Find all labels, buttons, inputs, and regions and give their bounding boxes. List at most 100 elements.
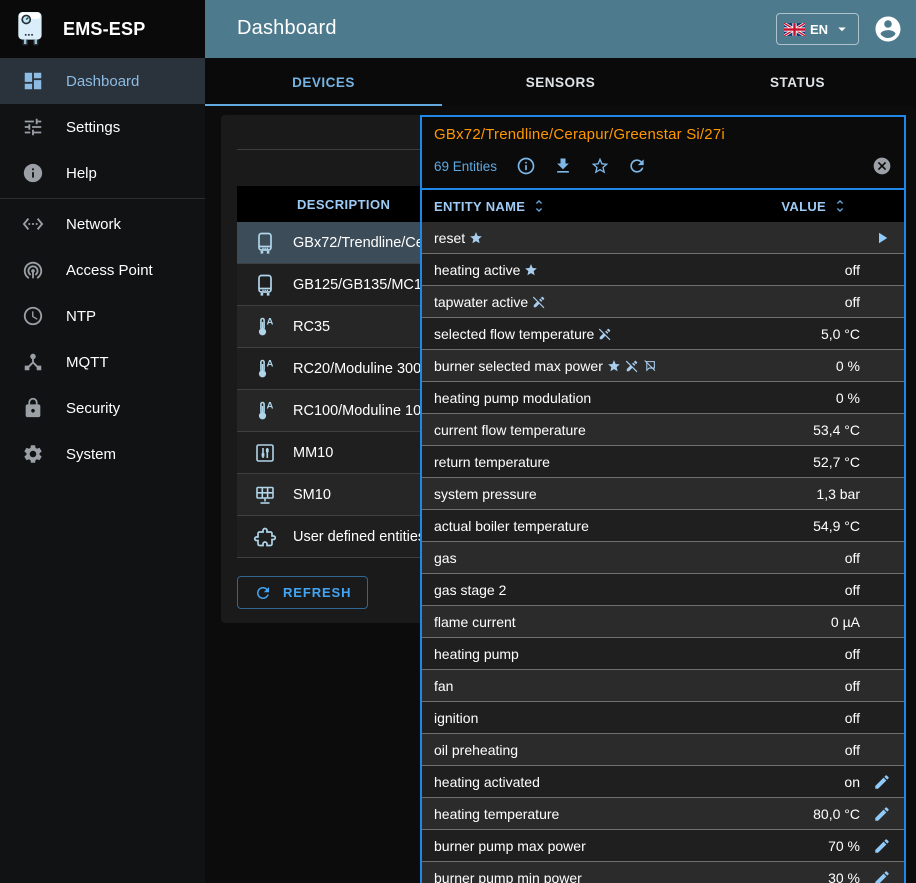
entity-name: reset (434, 230, 483, 246)
entity-value: on (844, 773, 860, 790)
thermostat-icon: A (253, 315, 277, 339)
tab-sensors[interactable]: SENSORS (442, 58, 679, 106)
sidebar-item-system[interactable]: System (0, 431, 205, 477)
sidebar-divider (0, 198, 205, 199)
entity-row-heating-temperature[interactable]: heating temperature 80,0 °C (422, 798, 904, 830)
entity-value: 53,4 °C (813, 421, 860, 438)
entity-name: gas (434, 549, 457, 566)
sidebar-item-security[interactable]: Security (0, 385, 205, 431)
entity-value: off (844, 261, 860, 278)
sidebar-item-label: MQTT (66, 353, 109, 371)
edit-icon[interactable] (873, 869, 891, 883)
dashboard-icon (22, 70, 44, 92)
entity-name: current flow temperature (434, 421, 586, 438)
caret-down-icon (833, 20, 851, 38)
refresh-icon (254, 584, 272, 602)
custom-entities-icon (253, 525, 277, 549)
entity-count: 69 Entities (434, 158, 498, 174)
sort-icon[interactable] (832, 198, 848, 214)
uk-flag-icon (783, 22, 805, 36)
system-icon (22, 443, 44, 465)
device-name: User defined entities (293, 528, 426, 545)
entity-name: ignition (434, 709, 479, 726)
value-column-label: VALUE (781, 198, 826, 214)
entity-name: actual boiler temperature (434, 517, 589, 534)
refresh-button[interactable]: REFRESH (237, 576, 369, 609)
entity-value: off (844, 293, 860, 310)
sidebar-item-label: Settings (66, 118, 121, 136)
sidebar-item-ntp[interactable]: NTP (0, 293, 205, 339)
entity-row-reset[interactable]: reset (422, 222, 904, 254)
entity-value: 54,9 °C (813, 517, 860, 534)
tab-status[interactable]: STATUS (679, 58, 916, 106)
boiler-icon (253, 231, 277, 255)
play-arrow-icon[interactable] (873, 229, 891, 247)
thermostat-icon: A (253, 399, 277, 423)
entity-row-heating-pump: heating pump off (422, 638, 904, 670)
entity-value: 30 % (828, 869, 860, 883)
entity-row-flame-current: flame current 0 µA (422, 606, 904, 638)
entity-name-column-header[interactable]: ENTITY NAME (434, 198, 781, 214)
favorite-icon (607, 359, 621, 373)
boiler-icon (253, 273, 277, 297)
entity-action-cell (860, 773, 904, 791)
sidebar-item-label: Access Point (66, 261, 153, 279)
sidebar-item-mqtt[interactable]: MQTT (0, 339, 205, 385)
app-brand: EMS-ESP (63, 18, 146, 39)
language-selector[interactable]: EN (775, 13, 859, 45)
entity-name: flame current (434, 613, 516, 630)
device-name: GB125/GB135/MC10 (293, 276, 431, 293)
sidebar-item-help[interactable]: Help (0, 150, 205, 196)
tab-devices[interactable]: DEVICES (205, 58, 442, 106)
close-icon[interactable] (872, 156, 892, 176)
entity-action-cell (860, 805, 904, 823)
entity-row-burner-pump-max-power[interactable]: burner pump max power 70 % (422, 830, 904, 862)
entity-action-cell (860, 229, 904, 247)
refresh-icon[interactable] (627, 156, 647, 176)
entity-name: heating temperature (434, 805, 560, 822)
refresh-button-label: REFRESH (283, 585, 352, 600)
entity-name: tapwater active (434, 294, 546, 310)
entity-row-oil-preheating: oil preheating off (422, 734, 904, 766)
account-button[interactable] (873, 14, 903, 44)
download-icon[interactable] (553, 156, 573, 176)
sidebar-item-label: Security (66, 399, 121, 417)
edit-icon[interactable] (873, 837, 891, 855)
entity-row-ignition: ignition off (422, 702, 904, 734)
device-name: RC100/Moduline 100 (293, 402, 430, 419)
entity-value: 70 % (828, 837, 860, 854)
entity-value: 0 % (835, 357, 860, 374)
sidebar-nav: Dashboard Settings Help Network Access Point… (0, 58, 205, 477)
tab-label: STATUS (770, 74, 825, 90)
sidebar-item-dashboard[interactable]: Dashboard (0, 58, 205, 104)
value-column-header[interactable]: VALUE (781, 198, 848, 214)
mqtt-excluded-icon (643, 359, 657, 373)
sort-icon[interactable] (531, 198, 547, 214)
entity-row-heating-active: heating active off (422, 254, 904, 286)
entity-value: off (844, 549, 860, 566)
entity-value: off (844, 741, 860, 758)
entity-row-current-flow-temperature: current flow temperature 53,4 °C (422, 414, 904, 446)
sidebar-item-access-point[interactable]: Access Point (0, 247, 205, 293)
star-outline-icon[interactable] (590, 156, 610, 176)
entity-value: 80,0 °C (813, 805, 860, 822)
entity-row-gas: gas off (422, 542, 904, 574)
info-icon[interactable] (516, 156, 536, 176)
entity-name: fan (434, 677, 454, 694)
sidebar-item-settings[interactable]: Settings (0, 104, 205, 150)
entity-row-gas-stage-2: gas stage 2 off (422, 574, 904, 606)
entity-row-heating-activated[interactable]: heating activated on (422, 766, 904, 798)
entity-value: 52,7 °C (813, 453, 860, 470)
entity-row-burner-pump-min-power[interactable]: burner pump min power 30 % (422, 862, 904, 883)
entity-value: 1,3 bar (816, 485, 860, 502)
entity-name: heating activated (434, 773, 540, 790)
sidebar-item-label: Dashboard (66, 72, 140, 90)
svg-text:A: A (267, 358, 274, 369)
edit-off-icon (532, 295, 546, 309)
edit-icon[interactable] (873, 773, 891, 791)
sidebar-item-network[interactable]: Network (0, 201, 205, 247)
entity-row-heating-pump-modulation: heating pump modulation 0 % (422, 382, 904, 414)
edit-icon[interactable] (873, 805, 891, 823)
entity-name: heating pump modulation (434, 389, 592, 406)
entity-row-actual-boiler-temperature: actual boiler temperature 54,9 °C (422, 510, 904, 542)
